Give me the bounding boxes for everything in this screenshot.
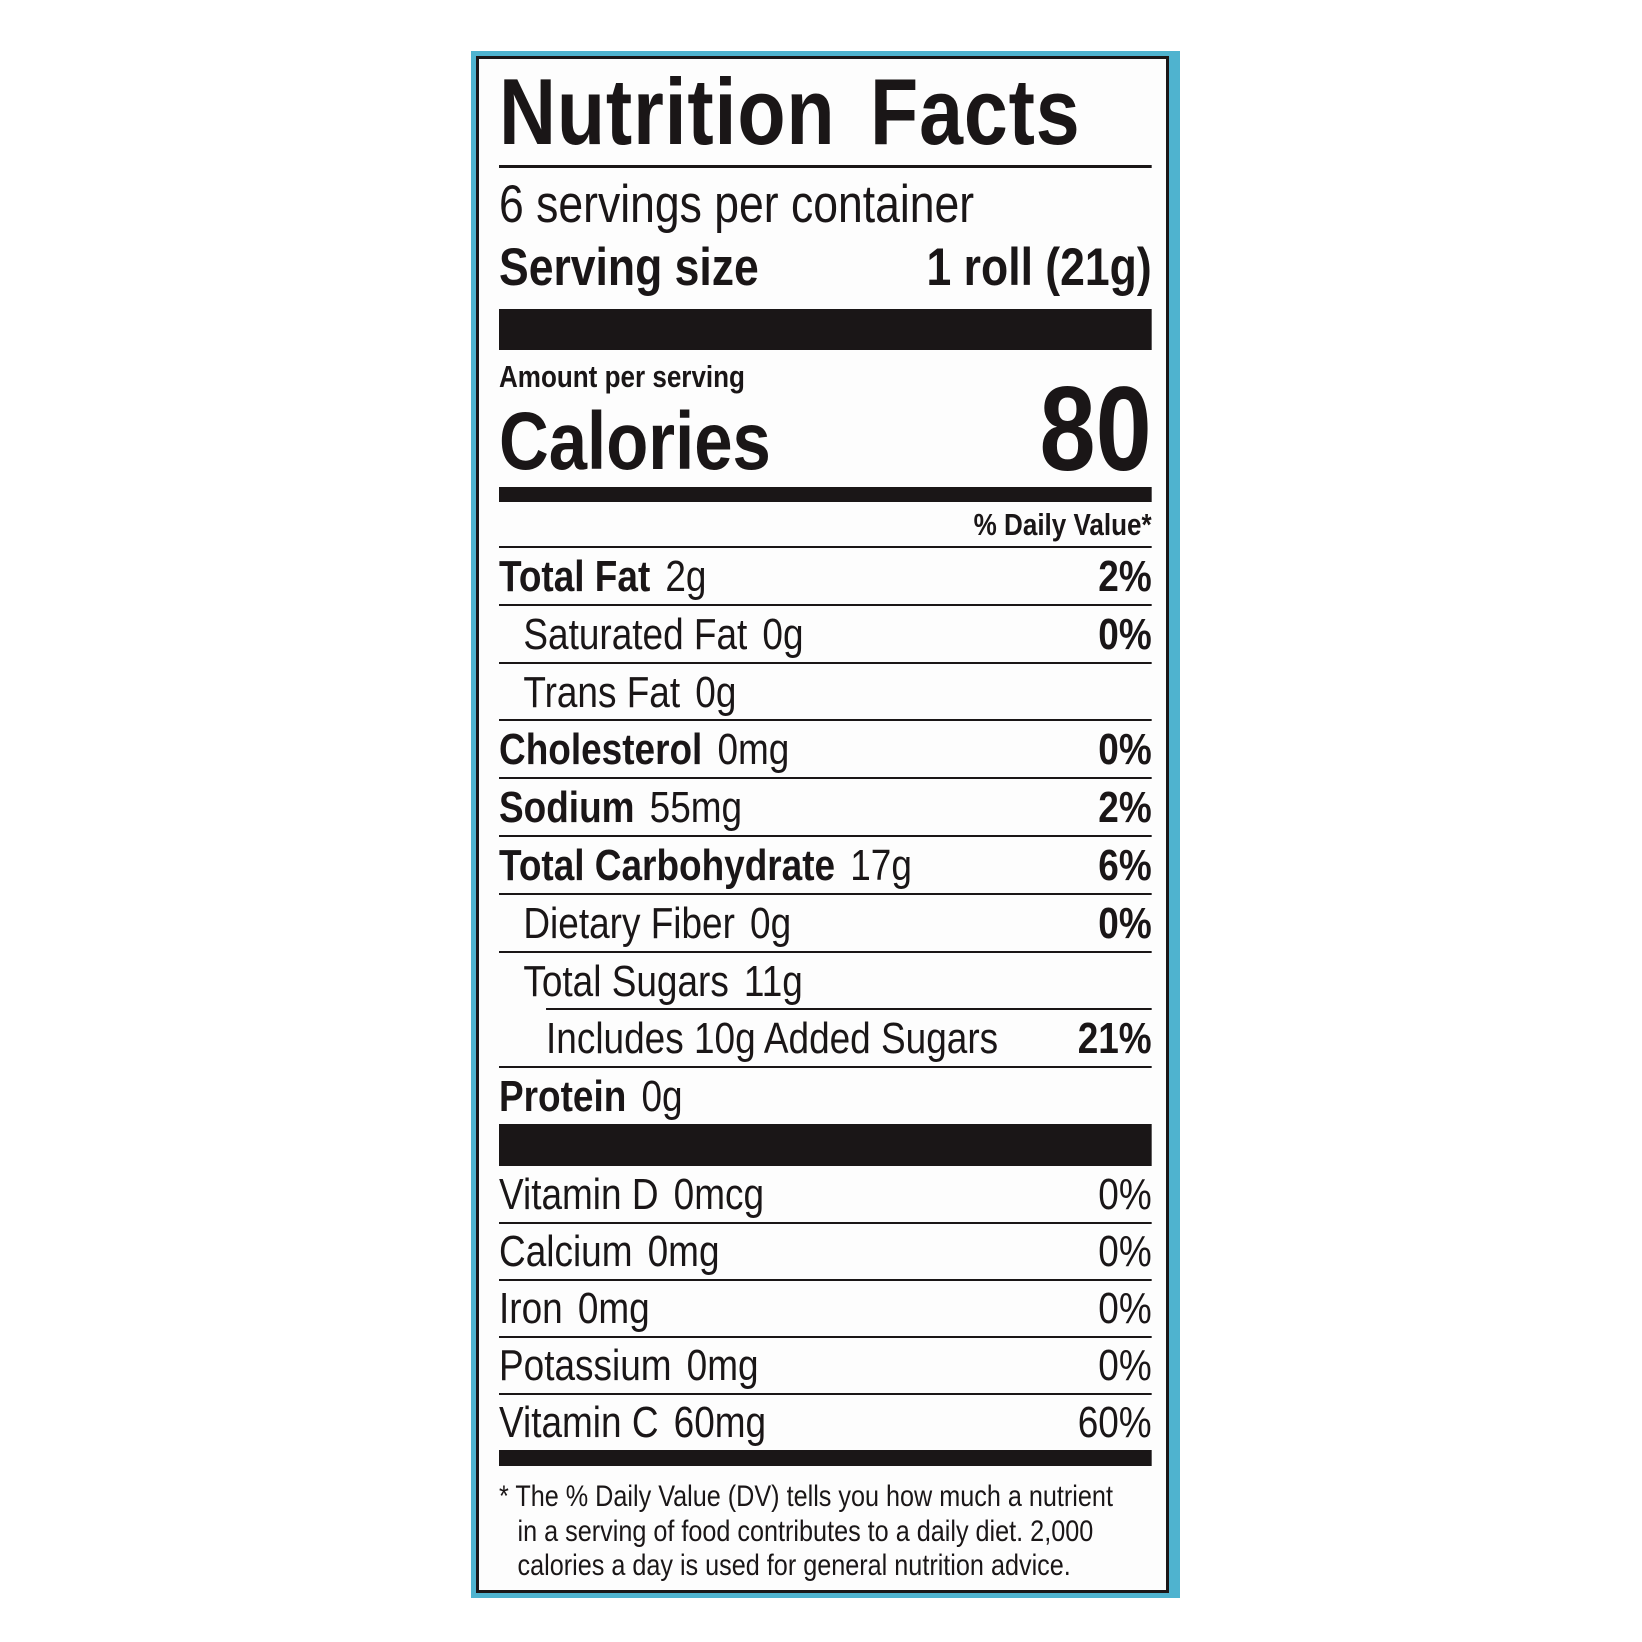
- nutrient-daily-value: 2%: [1098, 783, 1152, 833]
- nutrient-row: Saturated Fat 0g: [523, 609, 804, 659]
- divider: [499, 546, 1152, 548]
- vitamin-name: Calcium: [499, 1227, 633, 1276]
- vitamin-daily-value: 0%: [1098, 1284, 1152, 1333]
- vitamin-row: Calcium 0mg: [499, 1230, 720, 1274]
- divider: [546, 1008, 1152, 1011]
- divider: [499, 950, 1152, 953]
- divider: [499, 1393, 1152, 1395]
- nutrient-row: Total Fat 2g: [499, 555, 706, 599]
- nutrient-row: Trans Fat 0g: [523, 667, 737, 717]
- vitamin-amount: 0mg: [647, 1227, 720, 1276]
- nutrient-daily-value: 0%: [1098, 609, 1152, 659]
- nutrient-row: Cholesterol 0mg: [499, 728, 789, 772]
- nutrient-name: Total Fat: [499, 552, 651, 601]
- nutrient-row: Total Carbohydrate 17g: [499, 844, 912, 888]
- nutrient-row: Protein 0g: [499, 1075, 683, 1119]
- divider: [499, 661, 1152, 664]
- nutrient-name: Protein: [499, 1072, 627, 1122]
- footnote-line: in a serving of food contributes to a da…: [517, 1515, 1094, 1548]
- divider: [499, 1336, 1152, 1338]
- nutrient-name: Cholesterol: [499, 725, 703, 775]
- vitamin-daily-value: 0%: [1098, 1170, 1152, 1219]
- vitamin-name: Potassium: [499, 1341, 672, 1390]
- vitamin-row: Iron 0mg: [499, 1287, 650, 1331]
- nutrient-amount: 0mg: [717, 725, 790, 775]
- divider: [499, 1279, 1152, 1281]
- vitamin-row: Vitamin D 0mcg: [499, 1173, 764, 1217]
- medium-divider: [499, 1450, 1152, 1466]
- serving-size-value: 1 roll (21g): [926, 238, 1152, 297]
- vitamin-amount: 0mcg: [673, 1170, 765, 1219]
- nutrient-row: Total Sugars 11g: [523, 956, 803, 1006]
- nutrient-name: Includes 10g Added Sugars: [546, 1014, 999, 1064]
- nutrient-row: Dietary Fiber 0g: [523, 898, 792, 948]
- vitamin-name: Iron: [499, 1284, 563, 1333]
- vitamin-amount: 60mg: [673, 1398, 767, 1447]
- divider: [499, 835, 1152, 837]
- footnote-line: * The % Daily Value (DV) tells you how m…: [499, 1480, 1113, 1513]
- serving-size-label: Serving size: [499, 238, 759, 297]
- divider: [499, 603, 1152, 606]
- nutrient-row: Sodium 55mg: [499, 786, 742, 830]
- nutrient-daily-value: 21%: [1077, 1014, 1152, 1064]
- nutrient-row: Includes 10g Added Sugars: [546, 1017, 998, 1061]
- nutrient-amount: 0g: [641, 1072, 683, 1122]
- nutrient-name: Sodium: [499, 783, 635, 833]
- nutrient-name: Trans Fat: [523, 667, 681, 717]
- nutrient-amount: 11g: [743, 956, 803, 1006]
- nutrient-daily-value: 0%: [1098, 898, 1152, 948]
- nutrient-daily-value: 2%: [1098, 552, 1152, 601]
- vitamin-name: Vitamin C: [499, 1398, 659, 1447]
- label-content: Nutrition Facts 6 servings per container…: [499, 0, 1152, 1642]
- nutrient-name: Total Carbohydrate: [499, 841, 836, 890]
- divider: [499, 165, 1152, 168]
- vitamin-daily-value: 60%: [1077, 1398, 1152, 1447]
- amount-per-serving: Amount per serving: [499, 359, 745, 394]
- footnote-line: calories a day is used for general nutri…: [517, 1549, 1071, 1582]
- vitamin-daily-value: 0%: [1098, 1341, 1152, 1390]
- nutrient-amount: 2g: [665, 552, 707, 601]
- calories-label: Calories: [499, 396, 771, 487]
- divider: [499, 1066, 1152, 1069]
- nutrient-daily-value: 6%: [1098, 841, 1152, 890]
- thick-divider: [499, 1124, 1152, 1166]
- nutrient-name: Total Sugars: [523, 956, 729, 1006]
- nutrient-amount: 17g: [850, 841, 912, 890]
- calories-value: 80: [1039, 362, 1152, 496]
- daily-value-header: % Daily Value*: [973, 507, 1152, 542]
- vitamin-daily-value: 0%: [1098, 1227, 1152, 1276]
- divider: [499, 1222, 1152, 1224]
- nutrient-amount: 0g: [750, 898, 792, 948]
- servings-per-container: 6 servings per container: [499, 175, 975, 234]
- nutrient-daily-value: 0%: [1098, 725, 1152, 775]
- label-title: Nutrition Facts: [499, 59, 1081, 164]
- nutrient-amount: 55mg: [649, 783, 743, 833]
- medium-divider: [499, 487, 1152, 502]
- nutrient-amount: 0g: [695, 667, 737, 717]
- vitamin-amount: 0mg: [577, 1284, 650, 1333]
- vitamin-amount: 0mg: [686, 1341, 759, 1390]
- nutrient-name: Dietary Fiber: [523, 898, 735, 948]
- nutrient-amount: 0g: [762, 609, 804, 659]
- divider: [499, 719, 1152, 722]
- divider: [499, 892, 1152, 895]
- vitamin-name: Vitamin D: [499, 1170, 659, 1219]
- divider: [499, 777, 1152, 780]
- vitamin-row: Vitamin C 60mg: [499, 1401, 766, 1445]
- thick-divider: [499, 309, 1152, 350]
- nutrient-name: Saturated Fat: [523, 609, 748, 659]
- vitamin-row: Potassium 0mg: [499, 1344, 759, 1388]
